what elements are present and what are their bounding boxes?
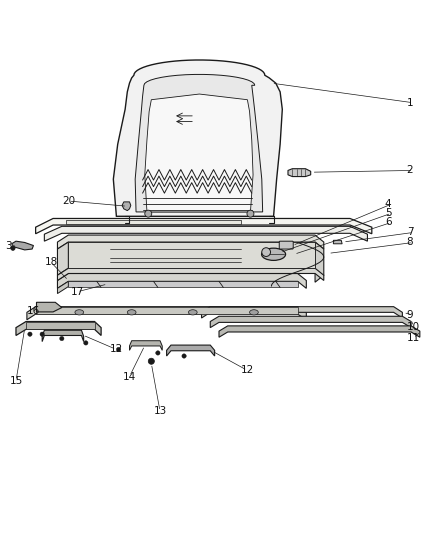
Circle shape [11, 246, 15, 251]
Circle shape [117, 348, 121, 352]
Text: 1: 1 [407, 98, 413, 108]
Text: 12: 12 [110, 344, 123, 354]
Polygon shape [68, 242, 315, 268]
Polygon shape [57, 242, 68, 275]
Polygon shape [166, 345, 215, 356]
Text: 9: 9 [407, 310, 413, 320]
Text: 6: 6 [385, 217, 392, 228]
Polygon shape [288, 169, 311, 176]
Polygon shape [210, 316, 411, 328]
Text: 20: 20 [62, 196, 75, 206]
Circle shape [155, 351, 160, 355]
Text: 15: 15 [10, 376, 23, 386]
Ellipse shape [127, 310, 136, 315]
Circle shape [262, 248, 271, 256]
Polygon shape [201, 306, 403, 318]
Text: 12: 12 [241, 366, 254, 375]
Polygon shape [35, 306, 297, 314]
Polygon shape [57, 273, 306, 288]
Ellipse shape [250, 310, 258, 315]
Polygon shape [57, 235, 324, 249]
Text: 7: 7 [407, 228, 413, 237]
Text: 14: 14 [123, 372, 136, 382]
Polygon shape [57, 268, 324, 280]
Ellipse shape [75, 310, 84, 315]
Polygon shape [12, 241, 33, 250]
Text: 4: 4 [385, 199, 392, 209]
Polygon shape [16, 321, 101, 335]
Text: 5: 5 [385, 208, 392, 218]
Text: 10: 10 [407, 322, 420, 332]
Text: 8: 8 [407, 238, 413, 247]
Polygon shape [66, 220, 241, 224]
Polygon shape [35, 219, 372, 234]
Polygon shape [122, 202, 131, 211]
Polygon shape [57, 281, 68, 294]
Text: 3: 3 [5, 240, 12, 251]
Polygon shape [42, 330, 84, 342]
FancyBboxPatch shape [279, 241, 293, 249]
Circle shape [60, 336, 64, 341]
Text: 17: 17 [71, 287, 84, 297]
Polygon shape [27, 306, 306, 320]
Polygon shape [36, 302, 62, 312]
Circle shape [40, 332, 44, 336]
Polygon shape [145, 94, 253, 212]
Circle shape [182, 354, 186, 358]
Ellipse shape [261, 248, 286, 261]
Text: 18: 18 [44, 257, 58, 267]
Ellipse shape [188, 310, 197, 315]
Circle shape [84, 341, 88, 345]
Circle shape [145, 210, 152, 217]
Polygon shape [219, 326, 420, 337]
Circle shape [148, 358, 154, 364]
Polygon shape [44, 227, 367, 241]
Polygon shape [113, 60, 283, 216]
Circle shape [28, 332, 32, 336]
Polygon shape [333, 240, 342, 244]
Text: 13: 13 [153, 407, 167, 416]
Polygon shape [315, 242, 324, 282]
Text: 2: 2 [407, 165, 413, 175]
Polygon shape [68, 281, 297, 287]
Polygon shape [130, 341, 162, 350]
Circle shape [247, 210, 254, 217]
Polygon shape [26, 321, 95, 329]
Polygon shape [135, 75, 263, 212]
Text: 16: 16 [27, 306, 40, 316]
Text: 11: 11 [407, 333, 420, 343]
